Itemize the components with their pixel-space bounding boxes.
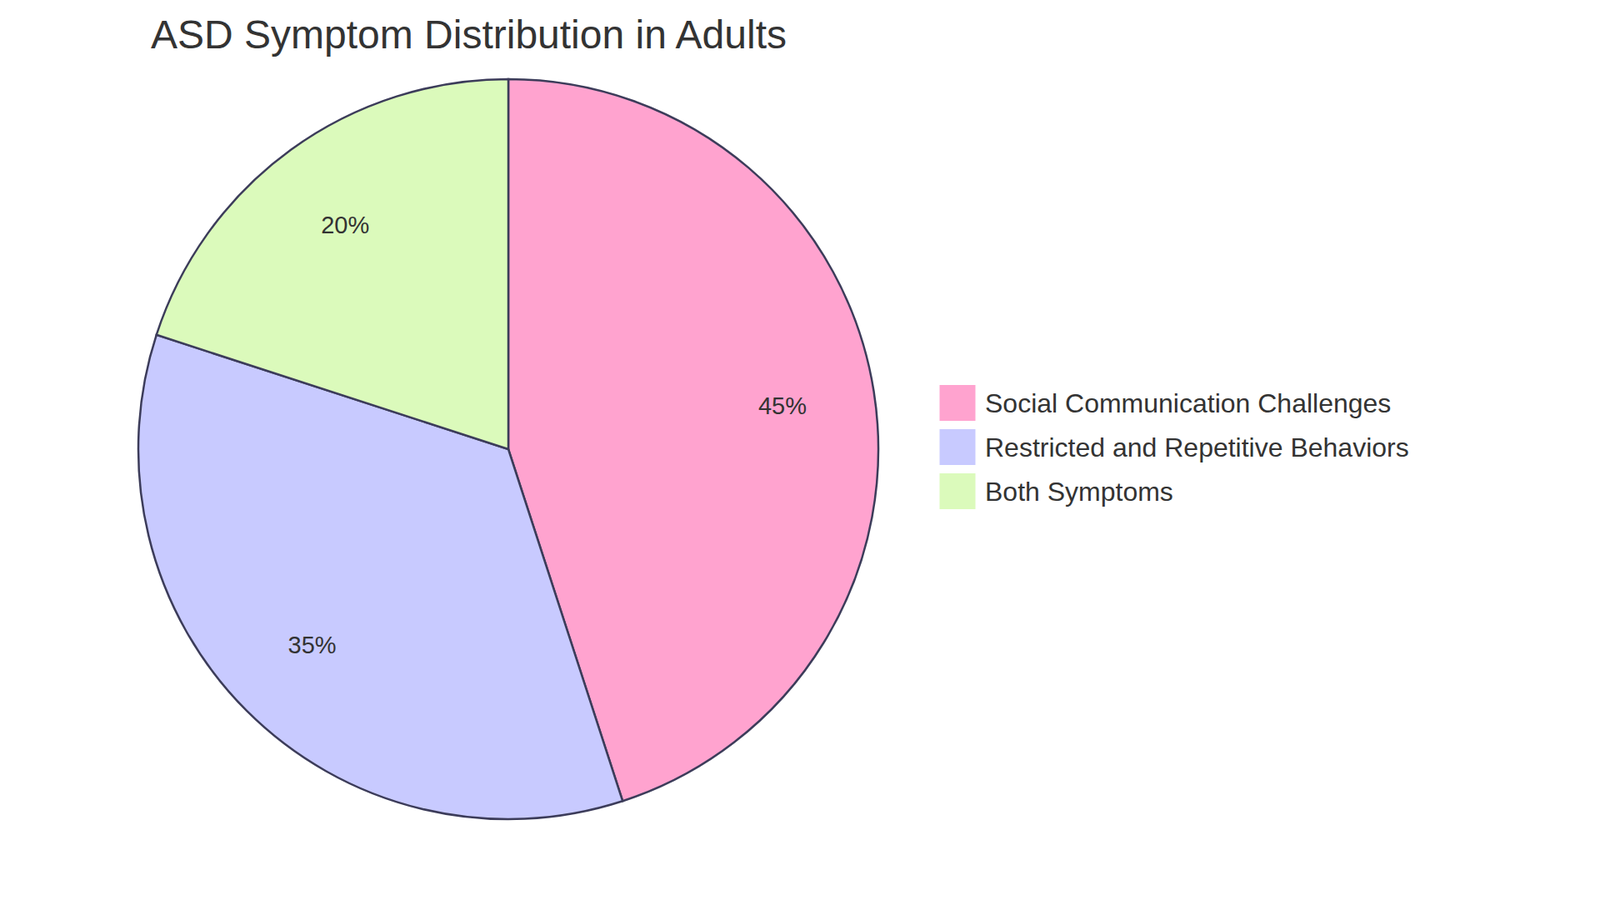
legend-label: Social Communication Challenges bbox=[985, 388, 1391, 419]
legend-label: Restricted and Repetitive Behaviors bbox=[985, 432, 1410, 463]
slice bbox=[156, 79, 509, 450]
legend-swatch bbox=[939, 385, 976, 422]
slices bbox=[138, 79, 879, 820]
data-label: 20% bbox=[320, 211, 370, 239]
legend-swatch bbox=[939, 429, 976, 466]
chart: ASD Symptom Distribution in Adults 45% 35%… bbox=[0, 0, 1600, 900]
title: ASD Symptom Distribution in Adults bbox=[150, 12, 787, 57]
data-label: 35% bbox=[288, 631, 337, 659]
chart-root: ASD Symptom Distribution in Adults 45% 35%… bbox=[0, 0, 1600, 900]
legend-swatch bbox=[939, 473, 976, 510]
legend: Social Communication Challenges Restricte… bbox=[939, 385, 1410, 510]
data-label: 45% bbox=[758, 392, 807, 420]
legend-label: Both Symptoms bbox=[985, 476, 1174, 507]
slice-labels: 45% 35% 20% bbox=[288, 211, 807, 660]
